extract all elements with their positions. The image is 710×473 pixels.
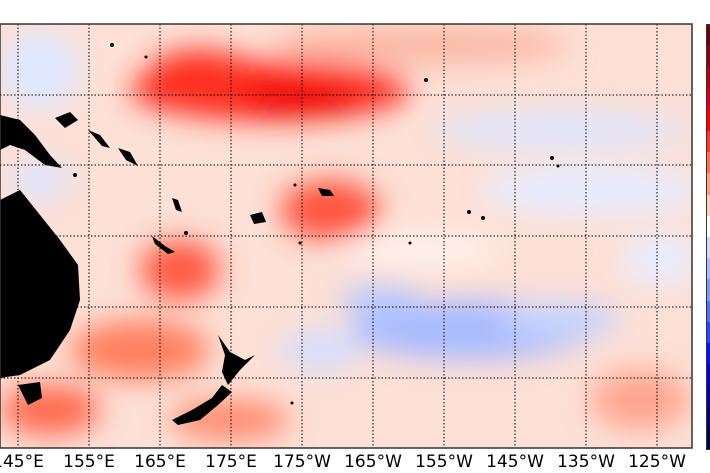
- tasmania: [18, 382, 42, 405]
- colorbar-segment: [707, 364, 710, 386]
- lon-label: 145°W: [486, 452, 544, 472]
- colorbar-segment: [707, 279, 710, 301]
- graticule: [0, 24, 692, 448]
- colorbar-segment: [707, 427, 710, 450]
- lon-label: 155°W: [415, 452, 473, 472]
- colorbar-segment: [707, 152, 710, 174]
- colorbar-segment: [707, 343, 710, 365]
- new-guinea: [0, 115, 62, 168]
- colorbar-segment: [707, 67, 710, 89]
- colorbar-segment: [707, 194, 710, 216]
- colorbar-segment: [707, 385, 710, 407]
- colorbar-segment: [707, 131, 710, 153]
- lon-label: 145°E: [0, 452, 44, 472]
- colorbar-segment: [707, 215, 710, 238]
- colorbar-segment: [707, 109, 710, 132]
- colorbar: [706, 24, 710, 450]
- lon-label: 155°E: [63, 452, 115, 472]
- colorbar-segment: [707, 173, 710, 195]
- colorbar-segment: [707, 237, 710, 259]
- lon-label: 175°E: [205, 452, 257, 472]
- new-zealand-south: [172, 385, 232, 425]
- colorbar-segment: [707, 321, 710, 344]
- colorbar-segment: [707, 258, 710, 280]
- colorbar-segment: [707, 406, 710, 428]
- lon-label: 125°W: [628, 452, 686, 472]
- new-zealand-north: [218, 335, 255, 385]
- lon-label: 135°W: [557, 452, 615, 472]
- colorbar-segment: [707, 300, 710, 322]
- map-frame: [0, 23, 693, 449]
- australia: [0, 190, 80, 378]
- colorbar-segment: [707, 46, 710, 68]
- landmasses: [0, 43, 560, 425]
- lon-label: 165°E: [134, 452, 186, 472]
- colorbar-segment: [707, 25, 710, 47]
- colorbar-segment: [707, 88, 710, 110]
- lon-label: 175°W: [273, 452, 331, 472]
- lon-label: 165°W: [344, 452, 402, 472]
